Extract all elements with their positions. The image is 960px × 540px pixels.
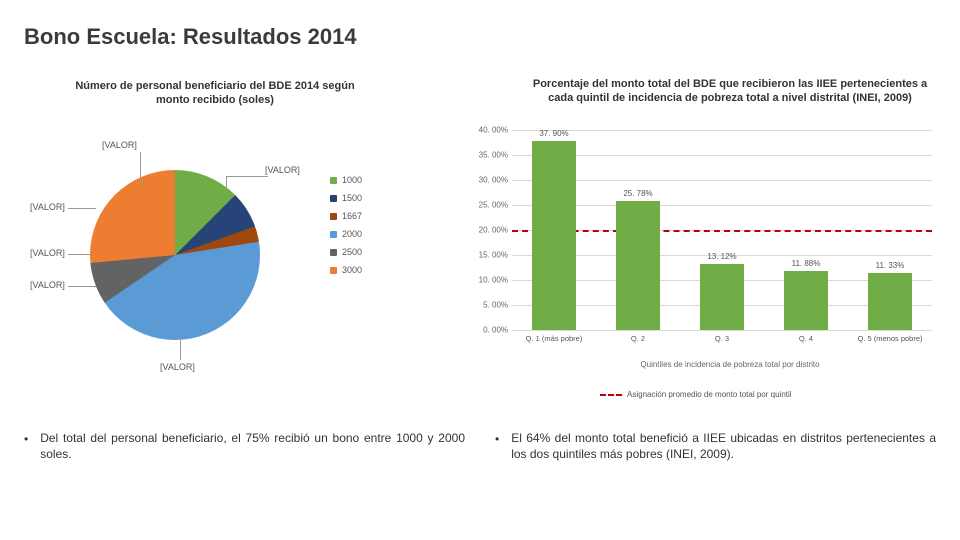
bullet-text: El 64% del monto total benefició a IIEE … (511, 430, 936, 462)
x-category-label: Q. 4 (771, 334, 841, 343)
y-tick-label: 25. 00% (468, 201, 508, 210)
y-tick-label: 5. 00% (468, 301, 508, 310)
bar-chart-title: Porcentaje del monto total del BDE que r… (530, 78, 930, 106)
legend-item: 2500 (330, 247, 362, 257)
legend-swatch (330, 231, 337, 238)
bar-value-label: 25. 78% (608, 189, 668, 198)
x-category-label: Q. 3 (687, 334, 757, 343)
pie-chart: [VALOR] [VALOR] [VALOR] [VALOR] [VALOR] … (30, 140, 330, 370)
bar (868, 273, 912, 330)
pie-legend: 1000 1500 1667 2000 2500 3000 (330, 175, 362, 283)
legend-item: 3000 (330, 265, 362, 275)
bar (784, 271, 828, 330)
legend-swatch (330, 249, 337, 256)
legend-item: 1667 (330, 211, 362, 221)
bullet-row: • Del total del personal beneficiario, e… (24, 430, 936, 462)
bar-value-label: 11. 33% (860, 261, 920, 270)
bullet-text: Del total del personal beneficiario, el … (40, 430, 465, 462)
legend-label: 1500 (342, 193, 362, 203)
legend-item: 1500 (330, 193, 362, 203)
bar-value-label: 37. 90% (524, 129, 584, 138)
bar-value-label: 11. 88% (776, 259, 836, 268)
bar-chart: 0. 00% 5. 00% 10. 00% 15. 00% 20. 00% 25. 00%… (460, 130, 940, 370)
y-tick-label: 30. 00% (468, 176, 508, 185)
y-tick-label: 10. 00% (468, 276, 508, 285)
bar (532, 141, 576, 331)
y-tick-label: 15. 00% (468, 251, 508, 260)
bullet-icon: • (495, 432, 499, 462)
y-tick-label: 20. 00% (468, 226, 508, 235)
avg-line-label: Asignación promedio de monto total por q… (627, 390, 792, 399)
legend-label: 1667 (342, 211, 362, 221)
leader-line (226, 176, 227, 190)
legend-swatch (330, 177, 337, 184)
leader-line (140, 152, 141, 186)
bar (700, 264, 744, 330)
y-tick-label: 40. 00% (468, 126, 508, 135)
leader-line (68, 208, 96, 209)
legend-swatch (330, 213, 337, 220)
leader-line (226, 176, 268, 177)
x-category-label: Q. 5 (menos pobre) (855, 334, 925, 343)
bar (616, 201, 660, 330)
legend-swatch (330, 267, 337, 274)
slide: Bono Escuela: Resultados 2014 Número de … (0, 0, 960, 540)
leader-line (68, 254, 90, 255)
bar-x-axis-title: Quintiles de incidencia de pobreza total… (560, 360, 900, 369)
leader-line (180, 338, 181, 360)
pie-chart-title: Número de personal beneficiario del BDE … (60, 80, 370, 108)
pie-graphic (90, 170, 260, 340)
legend-label: 1000 (342, 175, 362, 185)
bullet-right: • El 64% del monto total benefició a IIE… (495, 430, 936, 462)
pie-slice-label: [VALOR] (30, 202, 65, 212)
legend-swatch (330, 195, 337, 202)
x-category-label: Q. 1 (más pobre) (519, 334, 589, 343)
pie-slice-label: [VALOR] (160, 362, 195, 372)
legend-item: 1000 (330, 175, 362, 185)
bar-value-label: 13. 12% (692, 252, 752, 261)
leader-line (68, 286, 96, 287)
pie-slice-label: [VALOR] (30, 248, 65, 258)
legend-label: 3000 (342, 265, 362, 275)
page-title: Bono Escuela: Resultados 2014 (24, 24, 357, 50)
grid-line (512, 330, 932, 331)
legend-label: 2000 (342, 229, 362, 239)
pie-slice-label: [VALOR] (102, 140, 137, 150)
avg-line-swatch (600, 394, 622, 396)
bullet-left: • Del total del personal beneficiario, e… (24, 430, 465, 462)
bar-plot-area: 37. 90% 25. 78% 13. 12% 11. 88% 11. 33% (512, 130, 932, 330)
pie-slice-label: [VALOR] (30, 280, 65, 290)
legend-label: 2500 (342, 247, 362, 257)
x-category-label: Q. 2 (603, 334, 673, 343)
pie-slice-label: [VALOR] (265, 165, 300, 175)
y-tick-label: 0. 00% (468, 326, 508, 335)
avg-line-legend: Asignación promedio de monto total por q… (600, 390, 792, 399)
bullet-icon: • (24, 432, 28, 462)
y-tick-label: 35. 00% (468, 151, 508, 160)
legend-item: 2000 (330, 229, 362, 239)
